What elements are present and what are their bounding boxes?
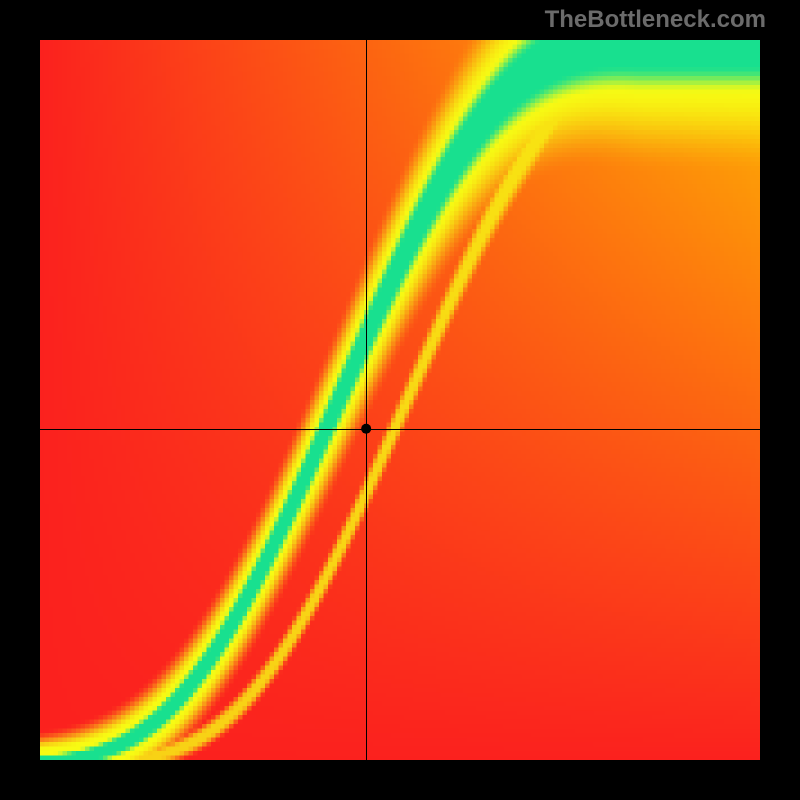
- chart-container: TheBottleneck.com: [0, 0, 800, 800]
- watermark-text: TheBottleneck.com: [545, 6, 766, 34]
- overlay-canvas: [40, 40, 760, 760]
